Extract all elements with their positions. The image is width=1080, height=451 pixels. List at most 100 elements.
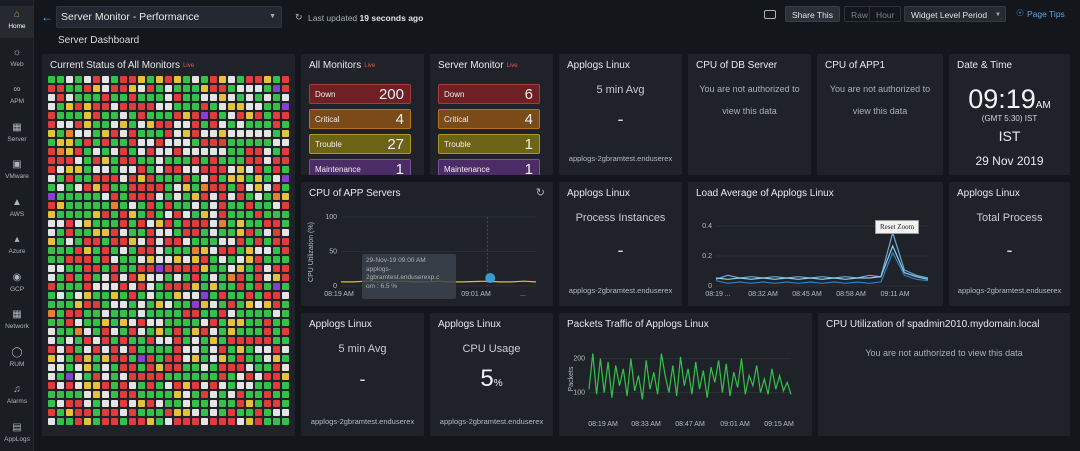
monitor-status-cell[interactable] — [93, 220, 100, 227]
monitor-status-cell[interactable] — [264, 148, 271, 155]
monitor-status-cell[interactable] — [84, 112, 91, 119]
monitor-status-cell[interactable] — [129, 184, 136, 191]
monitor-status-cell[interactable] — [48, 292, 55, 299]
monitor-status-cell[interactable] — [129, 130, 136, 137]
monitor-status-cell[interactable] — [192, 373, 199, 380]
monitor-status-cell[interactable] — [219, 229, 226, 236]
monitor-status-cell[interactable] — [156, 229, 163, 236]
monitor-status-cell[interactable] — [264, 292, 271, 299]
monitor-status-cell[interactable] — [201, 103, 208, 110]
sidebar-item-applogs[interactable]: ▤ AppLogs — [0, 419, 34, 451]
monitor-status-cell[interactable] — [201, 130, 208, 137]
monitor-status-cell[interactable] — [138, 76, 145, 83]
monitor-status-cell[interactable] — [183, 400, 190, 407]
monitor-status-cell[interactable] — [165, 103, 172, 110]
monitor-status-cell[interactable] — [228, 301, 235, 308]
monitor-status-cell[interactable] — [48, 310, 55, 317]
monitor-status-cell[interactable] — [210, 112, 217, 119]
monitor-status-cell[interactable] — [246, 175, 253, 182]
monitor-status-cell[interactable] — [84, 337, 91, 344]
monitor-status-cell[interactable] — [264, 328, 271, 335]
sidebar-item-vmware[interactable]: ▣ VMware — [0, 156, 34, 188]
monitor-status-cell[interactable] — [210, 184, 217, 191]
monitor-status-cell[interactable] — [84, 202, 91, 209]
monitor-status-cell[interactable] — [84, 121, 91, 128]
monitor-status-cell[interactable] — [84, 157, 91, 164]
monitor-status-cell[interactable] — [237, 256, 244, 263]
monitor-status-cell[interactable] — [174, 382, 181, 389]
reset-zoom-button[interactable]: Reset Zoom — [875, 220, 920, 234]
monitor-status-cell[interactable] — [75, 184, 82, 191]
monitor-status-cell[interactable] — [201, 76, 208, 83]
monitor-status-cell[interactable] — [246, 211, 253, 218]
monitor-status-cell[interactable] — [282, 400, 289, 407]
monitor-status-cell[interactable] — [48, 211, 55, 218]
monitor-status-cell[interactable] — [129, 220, 136, 227]
monitor-status-cell[interactable] — [102, 229, 109, 236]
monitor-status-cell[interactable] — [192, 112, 199, 119]
monitor-status-cell[interactable] — [228, 175, 235, 182]
monitor-status-cell[interactable] — [282, 94, 289, 101]
monitor-status-cell[interactable] — [147, 220, 154, 227]
monitor-status-cell[interactable] — [237, 310, 244, 317]
monitor-status-cell[interactable] — [192, 211, 199, 218]
monitor-status-cell[interactable] — [219, 112, 226, 119]
monitor-status-cell[interactable] — [48, 337, 55, 344]
monitor-status-cell[interactable] — [147, 103, 154, 110]
monitor-status-cell[interactable] — [120, 157, 127, 164]
monitor-status-cell[interactable] — [129, 265, 136, 272]
sidebar-item-gcp[interactable]: ◉ GCP — [0, 269, 34, 301]
monitor-status-cell[interactable] — [156, 382, 163, 389]
monitor-status-cell[interactable] — [93, 310, 100, 317]
monitor-status-cell[interactable] — [165, 409, 172, 416]
monitor-status-cell[interactable] — [138, 229, 145, 236]
monitor-status-cell[interactable] — [174, 310, 181, 317]
monitor-status-cell[interactable] — [147, 193, 154, 200]
monitor-status-cell[interactable] — [183, 76, 190, 83]
monitor-status-cell[interactable] — [201, 220, 208, 227]
monitor-status-cell[interactable] — [183, 184, 190, 191]
monitor-status-cell[interactable] — [111, 310, 118, 317]
monitor-status-cell[interactable] — [156, 400, 163, 407]
monitor-status-cell[interactable] — [246, 130, 253, 137]
monitor-status-cell[interactable] — [75, 274, 82, 281]
monitor-status-cell[interactable] — [138, 373, 145, 380]
monitor-status-cell[interactable] — [120, 319, 127, 326]
monitor-status-cell[interactable] — [273, 193, 280, 200]
monitor-status-cell[interactable] — [192, 121, 199, 128]
monitor-status-cell[interactable] — [237, 157, 244, 164]
monitor-status-cell[interactable] — [75, 121, 82, 128]
monitor-status-cell[interactable] — [282, 202, 289, 209]
monitor-status-cell[interactable] — [75, 94, 82, 101]
monitor-status-cell[interactable] — [219, 373, 226, 380]
monitor-status-cell[interactable] — [174, 139, 181, 146]
monitor-status-cell[interactable] — [237, 130, 244, 137]
monitor-status-cell[interactable] — [156, 238, 163, 245]
monitor-status-cell[interactable] — [111, 130, 118, 137]
monitor-status-cell[interactable] — [156, 103, 163, 110]
monitor-status-cell[interactable] — [255, 400, 262, 407]
monitor-status-cell[interactable] — [210, 202, 217, 209]
monitor-status-cell[interactable] — [129, 202, 136, 209]
monitor-status-cell[interactable] — [147, 373, 154, 380]
monitor-status-cell[interactable] — [246, 94, 253, 101]
monitor-status-cell[interactable] — [237, 94, 244, 101]
monitor-status-cell[interactable] — [282, 409, 289, 416]
monitor-status-cell[interactable] — [120, 139, 127, 146]
monitor-status-cell[interactable] — [66, 166, 73, 173]
monitor-status-cell[interactable] — [192, 310, 199, 317]
monitor-status-cell[interactable] — [192, 409, 199, 416]
monitor-status-cell[interactable] — [48, 220, 55, 227]
monitor-status-cell[interactable] — [156, 337, 163, 344]
monitor-status-cell[interactable] — [201, 337, 208, 344]
monitor-status-cell[interactable] — [111, 103, 118, 110]
monitor-status-cell[interactable] — [219, 364, 226, 371]
monitor-status-cell[interactable] — [75, 220, 82, 227]
monitor-status-cell[interactable] — [93, 319, 100, 326]
monitor-status-cell[interactable] — [192, 130, 199, 137]
monitor-status-cell[interactable] — [111, 121, 118, 128]
monitor-status-cell[interactable] — [255, 211, 262, 218]
monitor-status-cell[interactable] — [282, 292, 289, 299]
monitor-status-cell[interactable] — [246, 256, 253, 263]
monitor-status-cell[interactable] — [237, 148, 244, 155]
